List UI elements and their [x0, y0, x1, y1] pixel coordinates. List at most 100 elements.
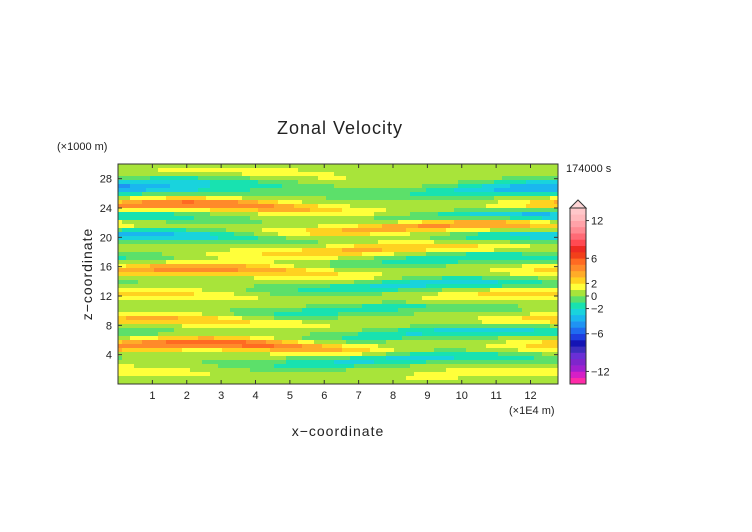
heatmap-cell	[430, 316, 435, 321]
heatmap-cell	[170, 236, 175, 241]
heatmap-cell	[446, 224, 451, 229]
heatmap-cell	[190, 304, 195, 309]
heatmap-cell	[254, 216, 259, 221]
heatmap-cell	[218, 340, 223, 345]
heatmap-cell	[306, 292, 311, 297]
heatmap-cell	[554, 312, 559, 317]
heatmap-cell	[366, 300, 371, 305]
heatmap-cell	[258, 280, 263, 285]
heatmap-cell	[210, 208, 215, 213]
heatmap-cell	[542, 312, 547, 317]
heatmap-cell	[530, 332, 535, 337]
heatmap-cell	[122, 228, 127, 233]
heatmap-cell	[178, 240, 183, 245]
heatmap-cell	[486, 168, 491, 173]
heatmap-cell	[490, 212, 495, 217]
heatmap-cell	[290, 164, 295, 169]
heatmap-cell	[294, 284, 299, 289]
heatmap-cell	[174, 308, 179, 313]
heatmap-cell	[534, 240, 539, 245]
heatmap-cell	[526, 224, 531, 229]
heatmap-cell	[514, 324, 519, 329]
heatmap-cell	[294, 272, 299, 277]
heatmap-cell	[222, 176, 227, 181]
heatmap-cell	[362, 192, 367, 197]
heatmap-cell	[510, 200, 515, 205]
heatmap-cell	[526, 296, 531, 301]
heatmap-cell	[298, 324, 303, 329]
heatmap-cell	[354, 188, 359, 193]
heatmap-cell	[170, 232, 175, 237]
heatmap-cell	[198, 260, 203, 265]
heatmap-cell	[278, 200, 283, 205]
heatmap-cell	[490, 176, 495, 181]
heatmap-cell	[362, 232, 367, 237]
heatmap-cell	[170, 164, 175, 169]
heatmap-cell	[310, 208, 315, 213]
heatmap-cell	[314, 168, 319, 173]
heatmap-cell	[186, 216, 191, 221]
heatmap-cell	[138, 168, 143, 173]
heatmap-cell	[126, 296, 131, 301]
heatmap-cell	[182, 252, 187, 257]
heatmap-cell	[126, 280, 131, 285]
heatmap-cell	[174, 320, 179, 325]
heatmap-cell	[502, 232, 507, 237]
heatmap-cell	[210, 216, 215, 221]
heatmap-cell	[454, 172, 459, 177]
heatmap-cell	[178, 168, 183, 173]
heatmap-cell	[494, 304, 499, 309]
heatmap-cell	[234, 212, 239, 217]
heatmap-cell	[170, 332, 175, 337]
heatmap-cell	[170, 208, 175, 213]
heatmap-cell	[186, 180, 191, 185]
heatmap-cell	[422, 328, 427, 333]
heatmap-cell	[306, 304, 311, 309]
heatmap-cell	[490, 180, 495, 185]
heatmap-cell	[210, 188, 215, 193]
heatmap-cell	[178, 200, 183, 205]
heatmap-cell	[382, 196, 387, 201]
heatmap-cell	[210, 284, 215, 289]
heatmap-cell	[434, 180, 439, 185]
heatmap-cell	[434, 324, 439, 329]
heatmap-cell	[274, 172, 279, 177]
heatmap-cell	[282, 212, 287, 217]
heatmap-cell	[142, 284, 147, 289]
heatmap-cell	[178, 244, 183, 249]
heatmap-cell	[514, 176, 519, 181]
heatmap-cell	[230, 164, 235, 169]
heatmap-cell	[258, 244, 263, 249]
heatmap-cell	[490, 280, 495, 285]
heatmap-cell	[274, 324, 279, 329]
heatmap-cell	[274, 200, 279, 205]
heatmap-cell	[158, 328, 163, 333]
heatmap-cell	[482, 188, 487, 193]
heatmap-cell	[542, 284, 547, 289]
heatmap-cell	[338, 212, 343, 217]
heatmap-cell	[310, 192, 315, 197]
heatmap-cell	[446, 260, 451, 265]
heatmap-cell	[290, 248, 295, 253]
heatmap-cell	[434, 228, 439, 233]
heatmap-cell	[134, 224, 139, 229]
heatmap-cell	[358, 312, 363, 317]
heatmap-cell	[230, 276, 235, 281]
heatmap-cell	[306, 296, 311, 301]
heatmap-cell	[526, 336, 531, 341]
heatmap-cell	[458, 240, 463, 245]
heatmap-cell	[402, 256, 407, 261]
heatmap-cell	[158, 248, 163, 253]
heatmap-cell	[538, 316, 543, 321]
heatmap-cell	[410, 168, 415, 173]
heatmap-cell	[238, 196, 243, 201]
heatmap-cell	[466, 324, 471, 329]
heatmap-cell	[294, 264, 299, 269]
heatmap-cell	[494, 308, 499, 313]
heatmap-cell	[242, 232, 247, 237]
heatmap-cell	[374, 324, 379, 329]
heatmap-cell	[486, 264, 491, 269]
heatmap-cell	[358, 264, 363, 269]
heatmap-cell	[522, 172, 527, 177]
heatmap-cell	[390, 264, 395, 269]
